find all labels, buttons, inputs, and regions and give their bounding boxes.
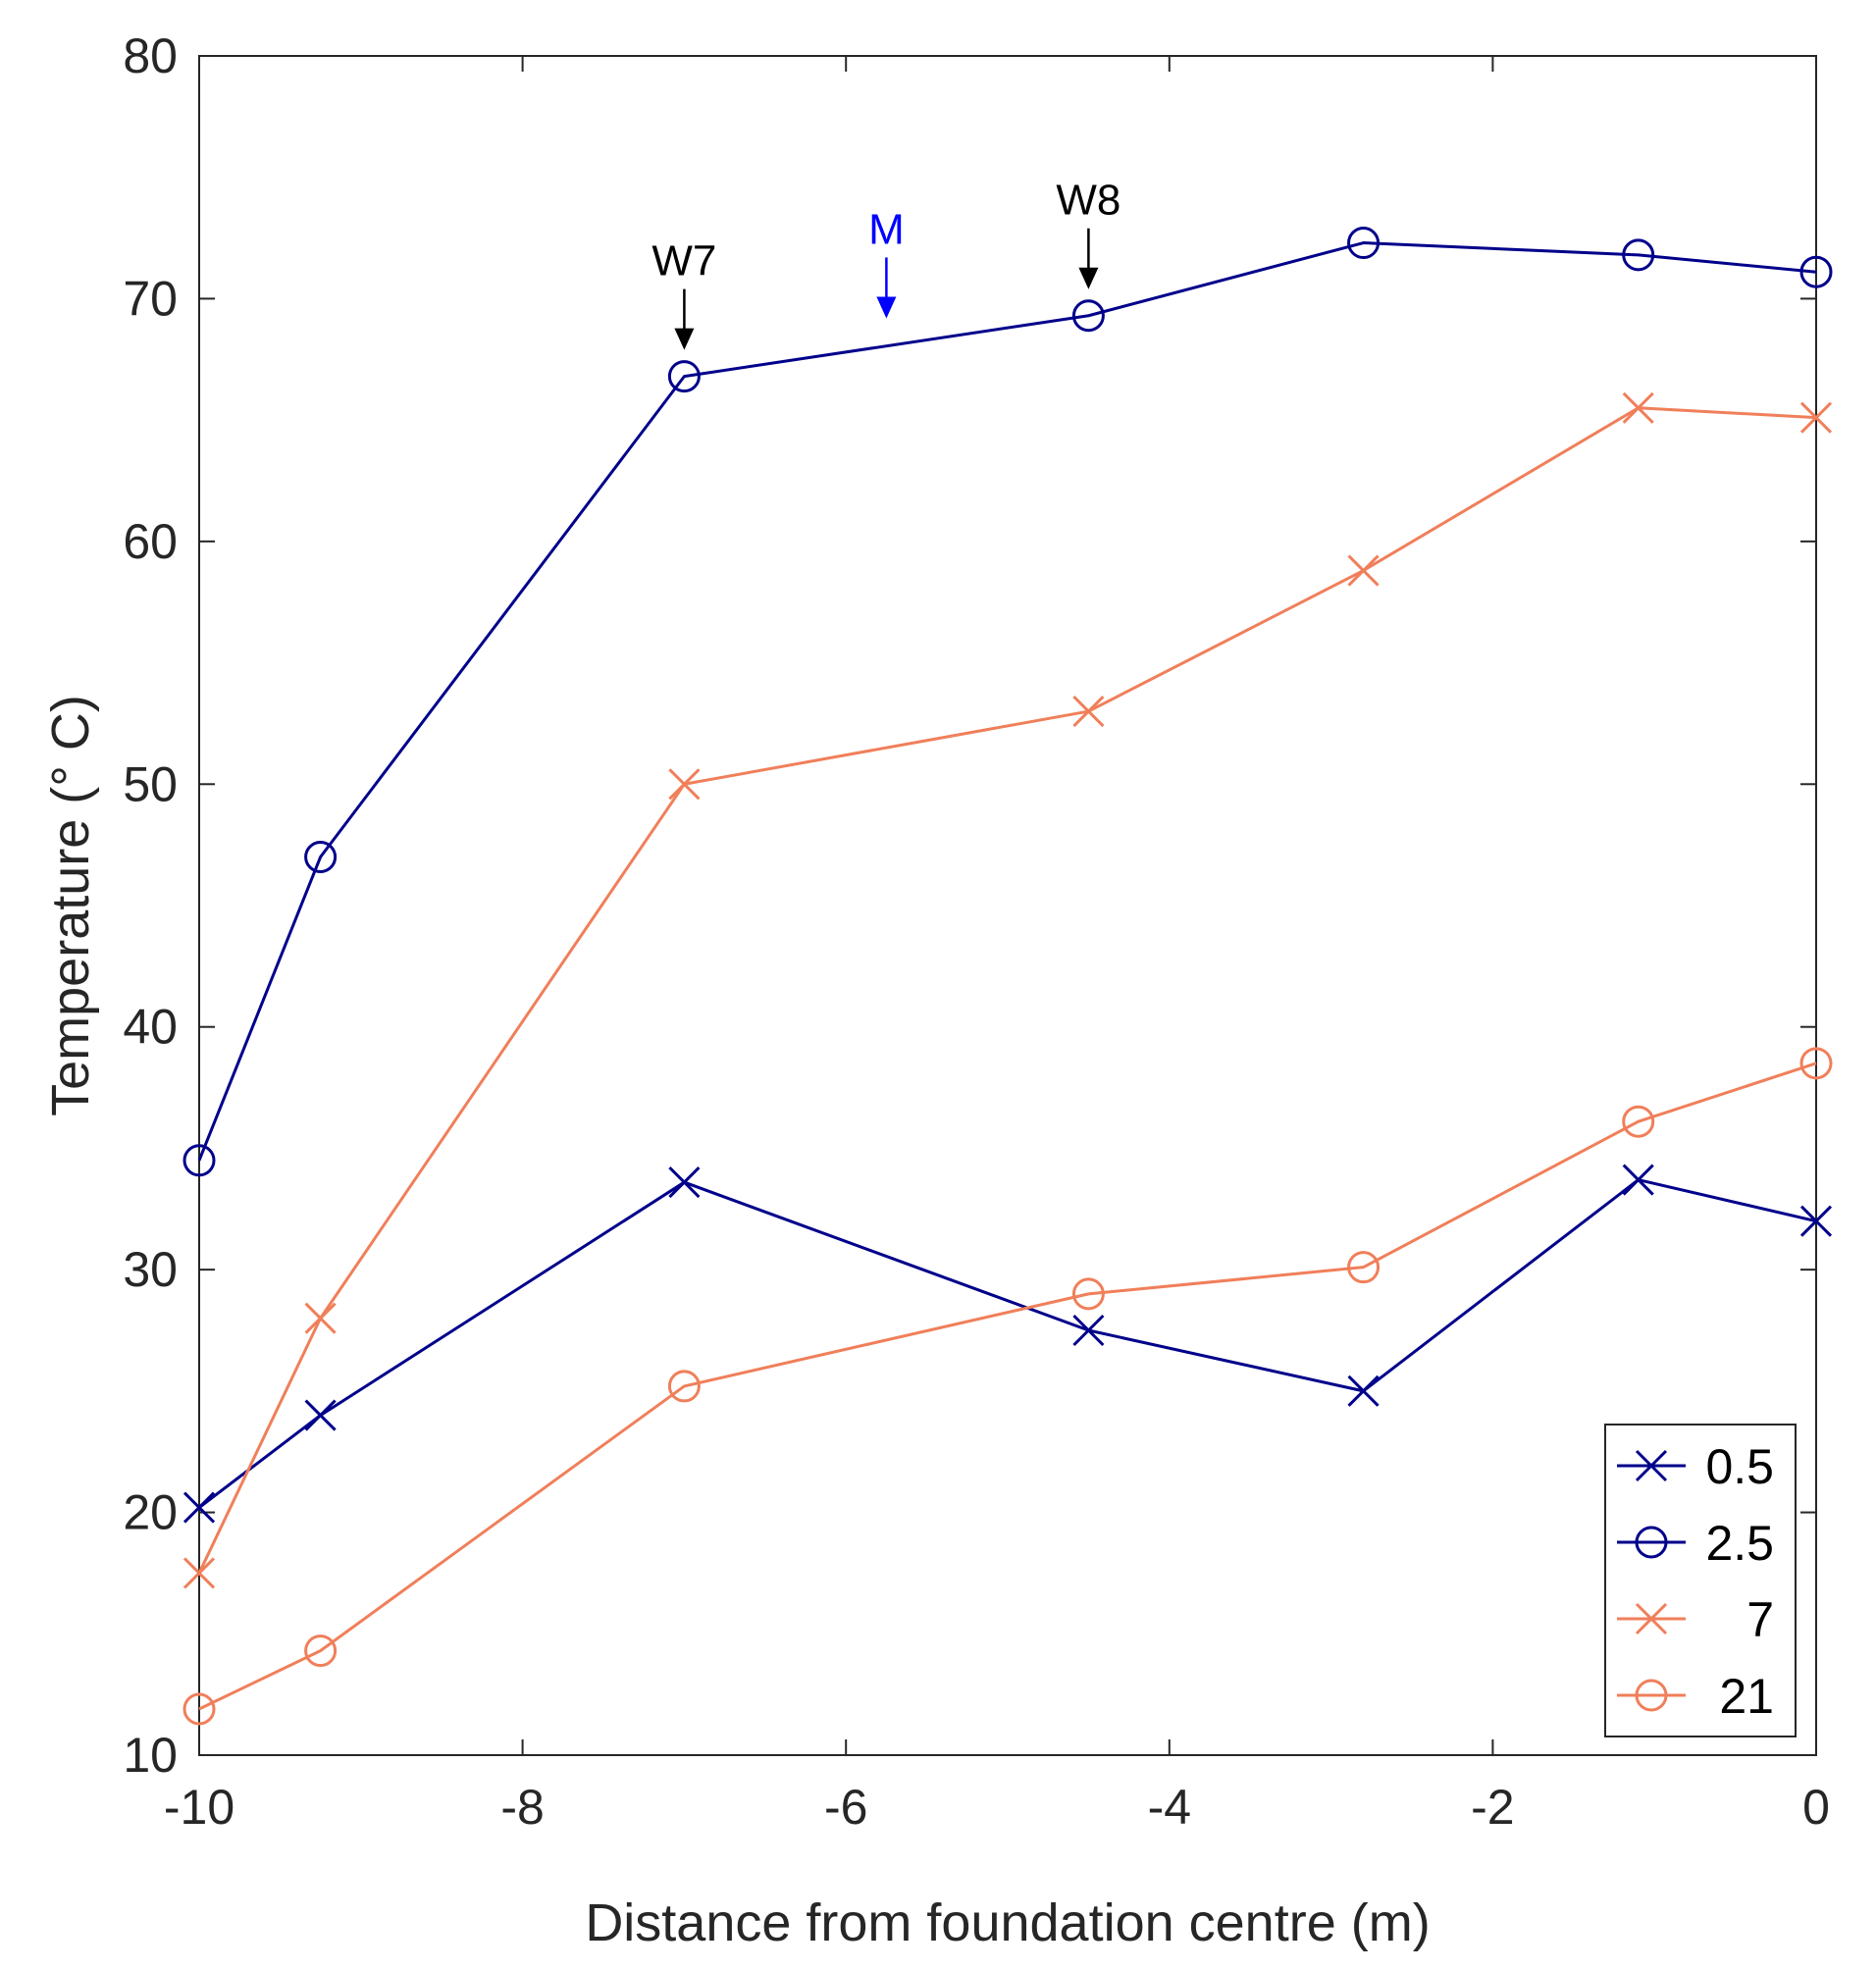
legend-label: 7 [1746, 1592, 1774, 1647]
series-line [197, 406, 1817, 1575]
data-point [304, 1399, 337, 1431]
data-point [667, 360, 701, 393]
data-point [182, 1692, 216, 1726]
legend-marker [1635, 1449, 1668, 1482]
data-point [668, 768, 701, 801]
series-2.5 [182, 227, 1833, 1177]
series-21 [182, 1047, 1833, 1726]
data-point [1799, 255, 1833, 288]
series-line [198, 1062, 1817, 1711]
legend-entry-2.5: 2.5 [1617, 1516, 1774, 1571]
legend-label: 21 [1719, 1669, 1774, 1724]
legend-marker [1635, 1679, 1668, 1712]
data-point [668, 1166, 701, 1199]
data-point [304, 1302, 337, 1334]
data-point [1799, 401, 1833, 434]
y-tick-label: 60 [123, 514, 178, 569]
legend-marker [1635, 1602, 1668, 1635]
legend-entry-21: 21 [1617, 1669, 1774, 1724]
annotation-layer: W7 M W8 [651, 177, 1120, 350]
annotation-W7: W7 [651, 237, 716, 350]
y-tick-label: 70 [123, 271, 178, 326]
annotation-label: W8 [1056, 177, 1120, 225]
marker-x-stroke [182, 1491, 216, 1524]
marker-x-stroke [1635, 1449, 1668, 1482]
data-point [1622, 1164, 1654, 1196]
y-tick-label: 30 [123, 1242, 178, 1297]
data-point [1072, 695, 1105, 728]
marker-x-stroke [1622, 391, 1654, 424]
legend-box [1604, 1424, 1797, 1737]
x-tick-label: -4 [1148, 1780, 1191, 1835]
annotation-M: M [868, 205, 905, 319]
data-point [1347, 227, 1381, 260]
series-line [198, 1178, 1817, 1509]
x-tick-label: -8 [500, 1780, 544, 1835]
series-7 [182, 391, 1833, 1589]
legend-label: 2.5 [1705, 1516, 1774, 1571]
marker-x-stroke [1799, 401, 1833, 434]
x-tick-label: -10 [164, 1780, 234, 1835]
series-line [197, 241, 1817, 1162]
legend-entry-7: 7 [1617, 1592, 1774, 1647]
y-tick-label: 40 [123, 1000, 178, 1055]
legend: 0.5 2.5 7 21 [1604, 1424, 1797, 1737]
marker-x-stroke [1799, 1205, 1833, 1237]
data-point [182, 1144, 216, 1177]
data-point [1072, 1314, 1105, 1347]
x-axis-label: Distance from foundation centre (m) [585, 1893, 1430, 1952]
marker-x-stroke [1072, 1314, 1105, 1347]
x-tick-label: 0 [1802, 1780, 1830, 1835]
data-point [1622, 1105, 1655, 1138]
annotation-arrow-head [876, 296, 897, 319]
data-point [1622, 391, 1654, 424]
legend-entry-0.5: 0.5 [1617, 1439, 1774, 1494]
annotation-arrow-head [674, 328, 695, 350]
series-layer [182, 227, 1833, 1726]
data-point [1347, 554, 1380, 587]
marker-x-stroke [304, 1399, 337, 1431]
y-tick-label: 20 [123, 1485, 178, 1540]
data-point [1347, 1374, 1380, 1407]
x-tick-label: -2 [1471, 1780, 1514, 1835]
marker-x-stroke [1635, 1602, 1668, 1635]
axes: -10 -8 -6 -4 -2 0 10 20 30 40 50 60 70 80 [123, 28, 1830, 1835]
marker-x-stroke [304, 1302, 337, 1334]
marker-x-stroke [1347, 1374, 1380, 1407]
y-tick-label: 50 [123, 756, 178, 811]
marker-x-stroke [182, 1557, 216, 1589]
y-tick-label: 80 [123, 28, 178, 83]
data-point [667, 1370, 701, 1403]
data-point [1071, 299, 1105, 333]
annotation-arrow-head [1078, 267, 1099, 289]
marker-x-stroke [668, 768, 701, 801]
data-point [1799, 1205, 1833, 1237]
data-point [304, 1634, 338, 1668]
data-point [1071, 1277, 1105, 1311]
legend-label: 0.5 [1705, 1439, 1774, 1494]
y-axis-label: Temperature (° C) [41, 695, 100, 1116]
plot-area [198, 55, 1817, 1756]
data-point [304, 841, 338, 874]
marker-x-stroke [668, 1166, 701, 1199]
annotation-W8: W8 [1056, 177, 1120, 289]
data-point [1347, 1251, 1381, 1284]
marker-x-stroke [1347, 554, 1380, 587]
data-point [1799, 1047, 1833, 1080]
data-point [182, 1557, 216, 1589]
y-tick-label: 10 [123, 1728, 178, 1783]
annotation-label: M [868, 205, 905, 253]
data-point [1622, 238, 1655, 272]
data-point [182, 1491, 216, 1524]
x-tick-label: -6 [824, 1780, 867, 1835]
marker-x-stroke [1072, 695, 1105, 728]
marker-x-stroke [1622, 1164, 1654, 1196]
annotation-label: W7 [651, 237, 716, 285]
legend-marker [1635, 1526, 1668, 1559]
series-0.5 [182, 1164, 1833, 1524]
